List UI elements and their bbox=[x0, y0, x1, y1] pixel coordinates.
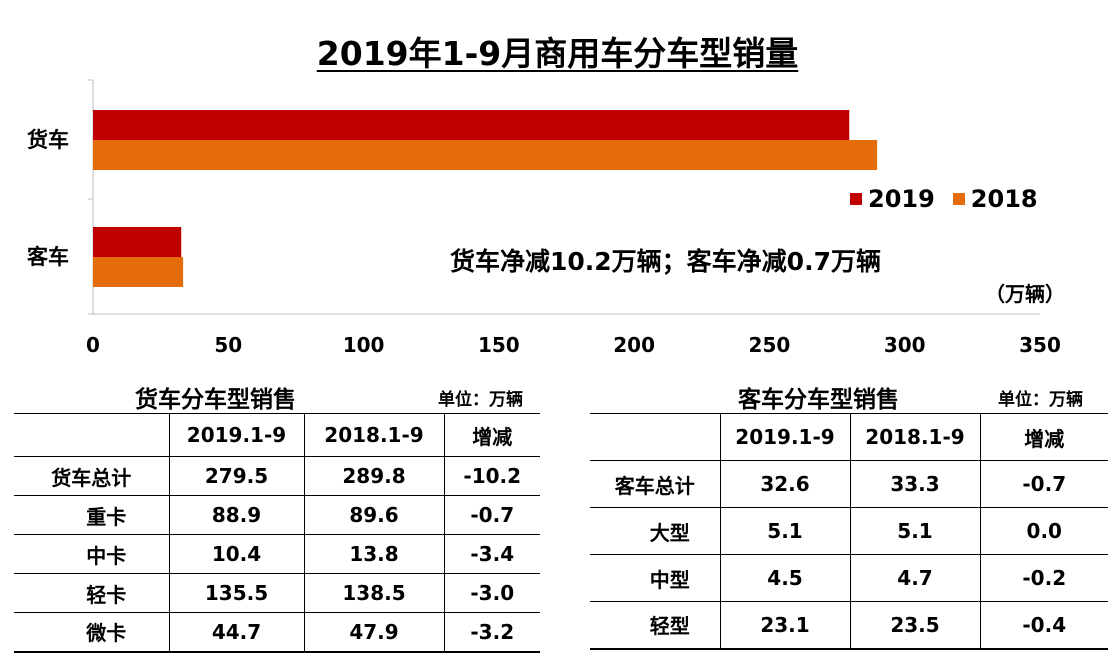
value-cell: -3.4 bbox=[443, 534, 540, 574]
row-label-cell: 微卡 bbox=[14, 612, 170, 653]
x-tick-label: 350 bbox=[1019, 333, 1061, 357]
chart-annotation: 货车净减10.2万辆；客车净减0.7万辆 bbox=[450, 247, 881, 276]
value-cell: 138.5 bbox=[303, 573, 445, 613]
bus-table-title: 客车分车型销售 bbox=[738, 387, 899, 413]
value-cell: 47.9 bbox=[303, 612, 445, 653]
row-label-cell: 轻型 bbox=[590, 601, 721, 650]
value-cell: -3.0 bbox=[443, 573, 540, 613]
row-label-cell: 客车总计 bbox=[590, 460, 721, 508]
value-cell: 4.5 bbox=[719, 554, 851, 602]
row-label-cell: 重卡 bbox=[14, 495, 170, 535]
truck-table-header-row: 2019.1-9 2018.1-9 增减 bbox=[14, 413, 540, 457]
bar-2019-0 bbox=[93, 110, 850, 140]
bus-table-row: 大型 5.1 5.1 0.0 bbox=[590, 507, 1108, 555]
truck-table-row: 轻卡 135.5 138.5 -3.0 bbox=[14, 573, 540, 613]
chart-title: 2019年1-9月商用车分车型销量 bbox=[0, 27, 1115, 75]
truck-table-row: 重卡 88.9 89.6 -0.7 bbox=[14, 495, 540, 535]
value-cell: 33.3 bbox=[849, 460, 981, 508]
x-tick-label: 250 bbox=[749, 333, 791, 357]
value-cell: 89.6 bbox=[303, 495, 445, 535]
legend-swatch-2018 bbox=[952, 193, 965, 205]
category-label: 货车 bbox=[27, 128, 69, 152]
row-label-cell: 大型 bbox=[590, 507, 721, 555]
header-cell: 2019.1-9 bbox=[719, 413, 851, 461]
value-cell: 279.5 bbox=[168, 456, 305, 496]
bus-table-row: 中型 4.5 4.7 -0.2 bbox=[590, 554, 1108, 602]
value-cell: 32.6 bbox=[719, 460, 851, 508]
value-cell: -0.2 bbox=[979, 554, 1108, 602]
legend: 2019 2018 bbox=[850, 185, 1038, 213]
chart-title-text: 2019年1-9月商用车分车型销量 bbox=[316, 34, 799, 73]
row-label-cell: 中卡 bbox=[14, 534, 170, 574]
value-cell: 4.7 bbox=[849, 554, 981, 602]
x-tick-label: 100 bbox=[343, 333, 385, 357]
truck-table-unit: 单位：万辆 bbox=[438, 390, 523, 410]
bus-table: 2019.1-9 2018.1-9 增减 客车总计 32.6 33.3 -0.7 大型 5.1 5… bbox=[590, 413, 1108, 650]
value-cell: 10.4 bbox=[168, 534, 305, 574]
header-cell: 2018.1-9 bbox=[849, 413, 981, 461]
row-label-cell: 货车总计 bbox=[14, 456, 170, 496]
truck-table-row: 微卡 44.7 47.9 -3.2 bbox=[14, 612, 540, 653]
value-cell: 23.1 bbox=[719, 601, 851, 650]
value-cell: 5.1 bbox=[719, 507, 851, 555]
header-cell bbox=[590, 413, 721, 461]
value-cell: -3.2 bbox=[443, 612, 540, 653]
x-tick-label: 200 bbox=[613, 333, 655, 357]
value-cell: -10.2 bbox=[443, 456, 540, 496]
bar-2019-1 bbox=[93, 227, 182, 257]
bus-table-unit: 单位：万辆 bbox=[998, 390, 1083, 410]
truck-table-row: 中卡 10.4 13.8 -3.4 bbox=[14, 534, 540, 574]
x-tick-label: 0 bbox=[86, 333, 100, 357]
value-cell: -0.7 bbox=[443, 495, 540, 535]
legend-item-2018: 2018 bbox=[952, 185, 1038, 213]
x-tick-label: 150 bbox=[478, 333, 520, 357]
value-cell: 0.0 bbox=[979, 507, 1108, 555]
bar-2018-1 bbox=[93, 257, 184, 287]
bus-table-header-row: 2019.1-9 2018.1-9 增减 bbox=[590, 413, 1108, 461]
x-tick-label: 50 bbox=[214, 333, 242, 357]
header-cell: 2019.1-9 bbox=[168, 413, 305, 457]
bus-table-row: 客车总计 32.6 33.3 -0.7 bbox=[590, 460, 1108, 508]
value-cell: 23.5 bbox=[849, 601, 981, 650]
category-label: 客车 bbox=[27, 245, 69, 269]
truck-table-title: 货车分车型销售 bbox=[135, 387, 296, 413]
bus-table-row: 轻型 23.1 23.5 -0.4 bbox=[590, 601, 1108, 650]
value-cell: 44.7 bbox=[168, 612, 305, 653]
header-cell: 增减 bbox=[979, 413, 1108, 461]
row-label-cell: 轻卡 bbox=[14, 573, 170, 613]
x-tick-label: 300 bbox=[884, 333, 926, 357]
row-label-cell: 中型 bbox=[590, 554, 721, 602]
value-cell: -0.4 bbox=[979, 601, 1108, 650]
truck-table-row: 货车总计 279.5 289.8 -10.2 bbox=[14, 456, 540, 496]
header-cell bbox=[14, 413, 170, 457]
legend-item-2019: 2019 bbox=[850, 185, 935, 213]
chart-unit: （万辆） bbox=[985, 282, 1065, 306]
bar-2018-0 bbox=[93, 140, 878, 170]
value-cell: 88.9 bbox=[168, 495, 305, 535]
legend-swatch-2019 bbox=[850, 193, 862, 205]
legend-label-2019: 2019 bbox=[868, 185, 935, 213]
header-cell: 增减 bbox=[443, 413, 540, 457]
value-cell: 13.8 bbox=[303, 534, 445, 574]
value-cell: 135.5 bbox=[168, 573, 305, 613]
legend-label-2018: 2018 bbox=[970, 185, 1038, 213]
value-cell: 5.1 bbox=[849, 507, 981, 555]
value-cell: 289.8 bbox=[303, 456, 445, 496]
value-cell: -0.7 bbox=[979, 460, 1108, 508]
truck-table: 2019.1-9 2018.1-9 增减 货车总计 279.5 289.8 -10.2 重卡 8… bbox=[14, 413, 540, 653]
header-cell: 2018.1-9 bbox=[303, 413, 445, 457]
